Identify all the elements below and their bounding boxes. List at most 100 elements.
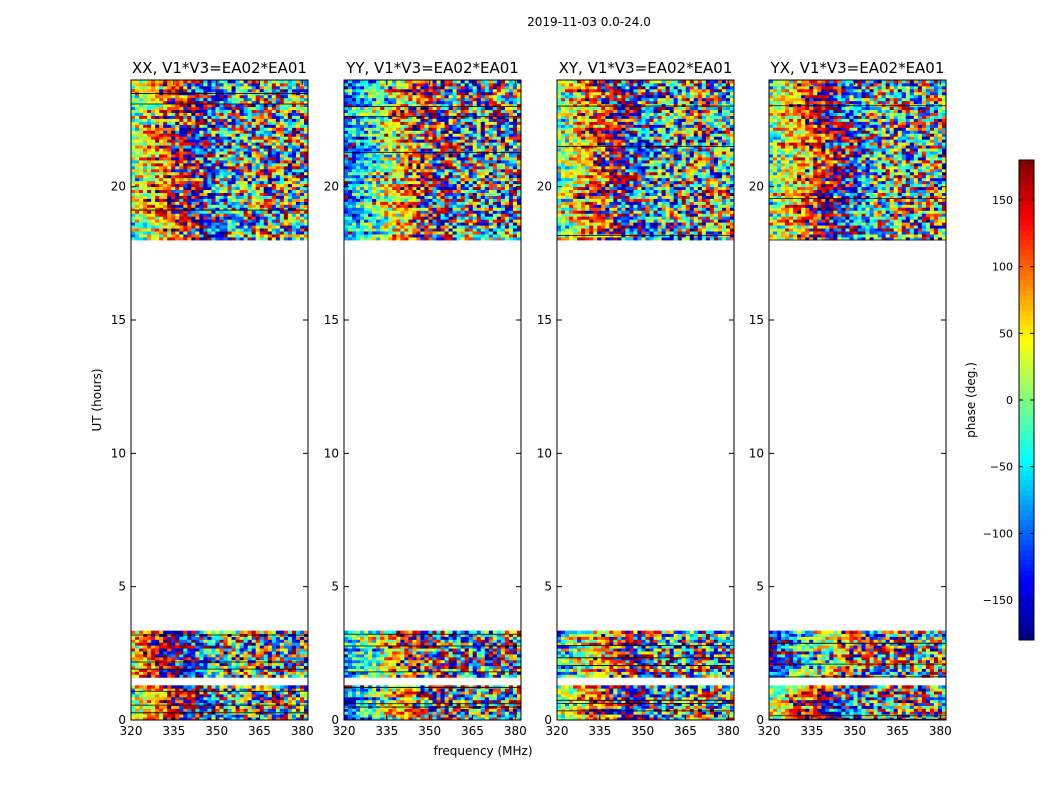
- heatmap-cell: [171, 118, 176, 122]
- heatmap-cell: [207, 216, 212, 220]
- heatmap-cell: [259, 198, 265, 202]
- heatmap-cell: [352, 659, 357, 664]
- heatmap-cell: [255, 201, 261, 205]
- heatmap-cell: [151, 180, 156, 185]
- heatmap-cell: [155, 106, 160, 111]
- heatmap-cell: [195, 228, 200, 232]
- heatmap-cell: [344, 714, 349, 718]
- heatmap-cell: [267, 162, 273, 167]
- heatmap-cell: [207, 696, 212, 701]
- heatmap-cell: [283, 714, 289, 718]
- heatmap-cell: [388, 694, 393, 698]
- heatmap-cell: [195, 165, 200, 170]
- heatmap-cell: [231, 192, 236, 196]
- heatmap-cell: [167, 225, 172, 229]
- heatmap-cell: [267, 124, 273, 128]
- heatmap-cell: [396, 699, 401, 704]
- heatmap-cell: [231, 127, 236, 131]
- heatmap-cell: [448, 665, 454, 669]
- heatmap-cell: [287, 665, 293, 669]
- heatmap-cell: [440, 665, 445, 669]
- heatmap-cell: [299, 127, 305, 131]
- heatmap-cell: [159, 186, 164, 191]
- heatmap-cell: [207, 699, 212, 704]
- heatmap-cell: [143, 702, 148, 706]
- heatmap-cell: [275, 177, 281, 182]
- heatmap-cell: [195, 639, 200, 643]
- heatmap-cell: [412, 630, 417, 634]
- heatmap-cell: [167, 121, 172, 125]
- heatmap-cell: [512, 633, 518, 637]
- heatmap-cell: [476, 671, 482, 675]
- heatmap-cell: [219, 639, 224, 643]
- heatmap-cell: [163, 151, 168, 155]
- heatmap-cell: [215, 133, 220, 137]
- heatmap-cell: [163, 702, 168, 706]
- heatmap-cell: [291, 124, 297, 128]
- heatmap-cell: [259, 112, 265, 116]
- heatmap-cell: [239, 237, 245, 241]
- heatmap-cell: [496, 659, 502, 664]
- heatmap-cell: [211, 130, 216, 134]
- heatmap-cell: [147, 688, 152, 692]
- heatmap-cell: [464, 234, 470, 238]
- heatmap-cell: [195, 168, 200, 173]
- heatmap-cell: [384, 639, 389, 643]
- heatmap-cell: [508, 642, 514, 646]
- heatmap-cell: [404, 633, 409, 637]
- heatmap-cell: [159, 103, 164, 108]
- heatmap-cell: [380, 674, 385, 678]
- heatmap-cell: [243, 118, 249, 122]
- heatmap-cell: [155, 231, 160, 235]
- heatmap-cell: [199, 151, 204, 155]
- heatmap-cell: [183, 189, 188, 193]
- heatmap-cell: [231, 219, 236, 223]
- heatmap-cell: [368, 671, 373, 675]
- heatmap-cell: [207, 198, 212, 202]
- heatmap-cell: [235, 671, 241, 675]
- heatmap-cell: [139, 662, 144, 667]
- heatmap-cell: [259, 714, 265, 718]
- heatmap-cell: [187, 714, 192, 718]
- heatmap-cell: [191, 198, 196, 202]
- heatmap-cell: [179, 219, 184, 223]
- heatmap-cell: [376, 639, 381, 643]
- heatmap-cell: [215, 180, 220, 185]
- heatmap-cell: [287, 216, 293, 220]
- heatmap-cell: [155, 177, 160, 182]
- heatmap-cell: [476, 702, 482, 706]
- heatmap-cell: [131, 80, 136, 84]
- heatmap-cell: [211, 201, 216, 205]
- heatmap-cell: [219, 121, 224, 125]
- heatmap-cell: [203, 651, 208, 655]
- heatmap-cell: [279, 186, 285, 191]
- heatmap-cell: [384, 231, 389, 235]
- heatmap-cell: [143, 216, 148, 220]
- heatmap-cell: [143, 648, 148, 652]
- heatmap-cell: [175, 231, 180, 235]
- heatmap-cell: [143, 136, 148, 140]
- heatmap-cell: [267, 180, 273, 185]
- heatmap-cell: [299, 237, 305, 241]
- heatmap-cell: [143, 668, 148, 672]
- heatmap-cell: [492, 691, 498, 695]
- heatmap-cell: [131, 136, 136, 140]
- heatmap-cell: [400, 234, 405, 238]
- heatmap-cell: [356, 642, 361, 646]
- heatmap-cell: [159, 121, 164, 125]
- heatmap-cell: [247, 636, 253, 640]
- heatmap-cell: [255, 714, 261, 718]
- heatmap-cell: [275, 654, 281, 658]
- heatmap-cell: [187, 160, 192, 164]
- heatmap-cell: [135, 160, 140, 164]
- heatmap-cell: [420, 699, 425, 704]
- heatmap-cell: [259, 160, 265, 164]
- heatmap-cell: [464, 702, 470, 706]
- heatmap-cell: [151, 207, 156, 211]
- heatmap-cell: [303, 207, 309, 211]
- heatmap-cell: [223, 94, 228, 99]
- heatmap-cell: [239, 148, 245, 152]
- heatmap-cell: [191, 694, 196, 698]
- heatmap-cell: [299, 189, 305, 193]
- heatmap-cell: [175, 674, 180, 678]
